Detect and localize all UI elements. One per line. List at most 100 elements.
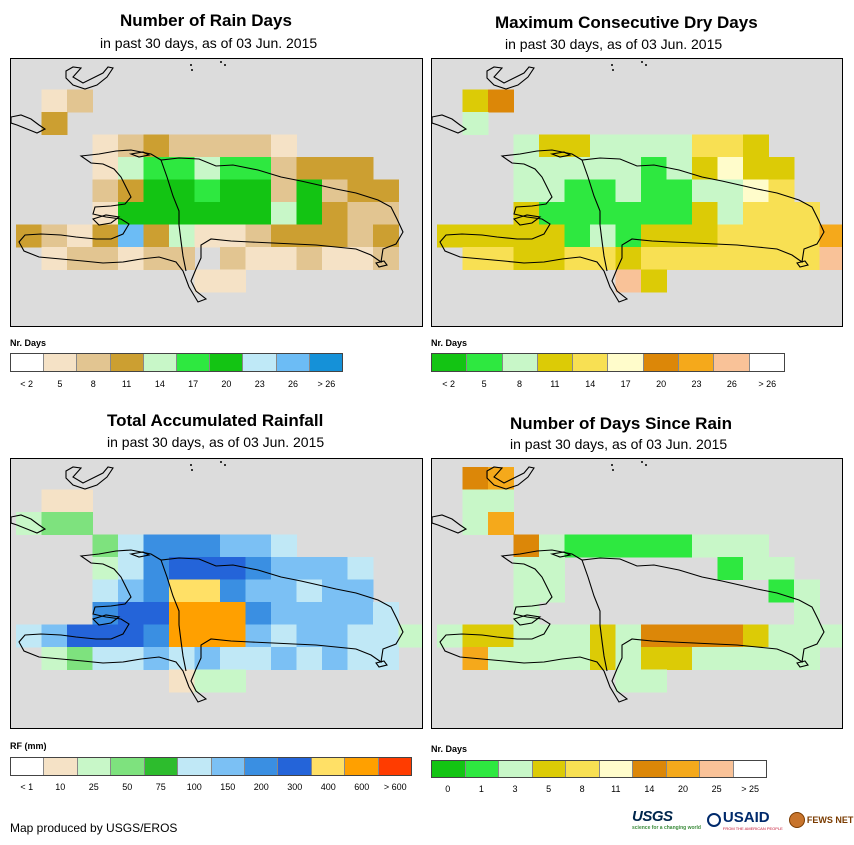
map-dry-days [431,58,843,327]
grid-cell [16,624,42,648]
grid-cell [717,247,744,270]
grid-cell [743,157,769,180]
legend-bar-dry-days [431,353,785,372]
grid-cell [437,624,463,648]
grid-cell [564,534,591,558]
turks-caicos-islands [432,514,468,534]
grid-cell [296,624,323,648]
grid-cell [16,224,42,248]
grid-cell [41,224,68,248]
grid-cell [373,224,399,248]
legend-swatch [210,354,244,371]
grid-cell [488,624,514,648]
small-island [611,464,613,466]
legend-swatch [276,354,310,371]
legend-swatch [700,761,734,777]
grid-cell [743,624,769,648]
gonave-island [91,214,121,226]
small-island [190,64,192,66]
grid-cell [539,179,565,203]
grid-cell [220,647,246,670]
legend-labels-days-since-rain: 0 1 3 5 8 11 14 20 25 > 25 [431,784,767,796]
legend-label: 10 [55,782,66,792]
grid-cell [717,202,744,225]
grid-cell [271,179,297,203]
legend-label: < 2 [20,379,34,389]
grid-cell [590,534,616,558]
grid-cell [488,89,514,113]
haiti-dr-border [581,559,608,672]
grid-cell [513,579,540,603]
legend-label: 17 [188,379,199,389]
usaid-logo: USAID FROM THE AMERICAN PEOPLE [706,809,783,831]
legend-title-days-since-rain: Nr. Days [431,744,468,754]
grid-cell [539,202,565,225]
panel-subtitle-rain-days: in past 30 days, as of 03 Jun. 2015 [100,35,318,51]
legend-swatch [244,758,279,775]
grid-cell [220,269,246,293]
grid-cell [322,579,348,603]
grid-cell [768,624,795,648]
legend-label: 26 [726,379,737,389]
grid-cell [743,647,769,670]
grid-cell [67,224,93,248]
grid-cell [794,647,820,670]
legend-label: 14 [154,379,165,389]
grid-cell [169,224,195,248]
grid-cell [717,134,744,158]
turks-caicos-islands [11,114,47,134]
grid-cell [41,512,68,535]
grid-cell [615,224,642,248]
haiti-dr-border [160,159,187,272]
grid-cell [296,602,323,625]
small-island [191,69,193,71]
legend-swatch [608,354,644,371]
legend-swatch [566,761,600,777]
small-island [191,469,193,471]
tortuga-island [128,551,151,558]
grid-cell [819,247,842,270]
grid-cell [743,134,769,158]
legend-swatch [499,761,533,777]
grid-cell [271,134,297,158]
grid-cell [590,179,616,203]
grid-cell [347,647,374,670]
grid-cell [692,202,718,225]
grid-cell [692,157,718,180]
grid-cell [347,202,374,225]
grid-cell [271,157,297,180]
grid-cell [41,112,68,135]
tortuga-island [549,151,572,158]
panel-subtitle-dry-days: in past 30 days, as of 03 Jun. 2015 [505,36,723,52]
legend-swatch [502,354,538,371]
grid-cell [169,602,195,625]
grid-cell [16,512,42,535]
grid-cell [615,647,642,670]
grid-cell [819,224,842,248]
legend-swatch [143,354,178,371]
grid-cell [590,157,616,180]
grid-cell [194,224,221,248]
turks-caicos-islands [432,114,468,134]
grid-cell [245,647,272,670]
legend-label: 23 [691,379,702,389]
grid-cell [666,224,693,248]
grid-cell [169,557,195,580]
grid-cells-rain-days [16,89,399,293]
grid-cell [220,669,246,693]
legend-swatch [309,354,343,371]
legend-swatch [599,761,633,777]
grid-cell [143,202,170,225]
grid-cell [169,157,195,180]
grid-cell [92,557,119,580]
grid-cell [743,179,769,203]
grid-cell [564,624,591,648]
grid-cell [347,557,374,580]
grid-cell [296,647,323,670]
grid-cell [539,247,565,270]
grid-cell [194,579,221,603]
grid-cell [488,489,514,513]
grid-cell [513,179,540,203]
saona-island [375,260,388,268]
panel-title-dry-days: Maximum Consecutive Dry Days [495,13,758,32]
